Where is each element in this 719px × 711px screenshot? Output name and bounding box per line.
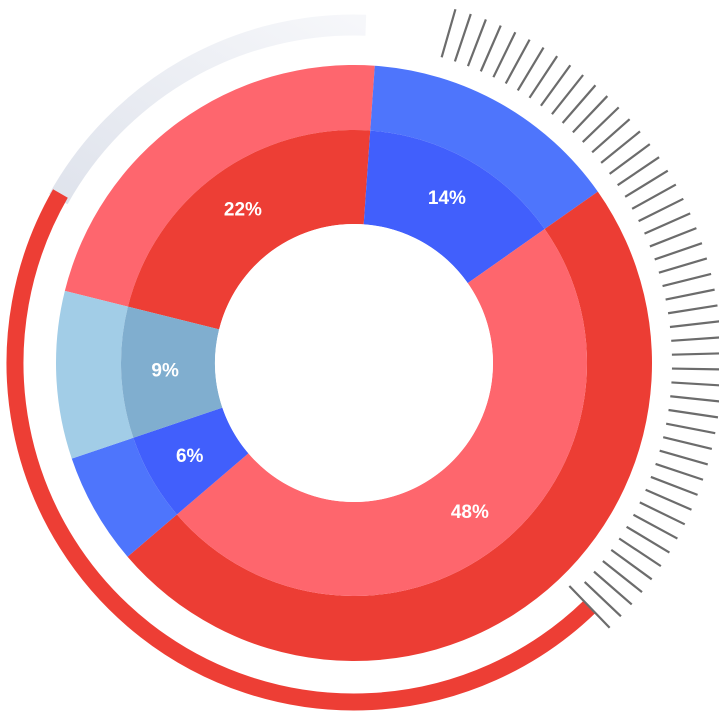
inner-ring: [121, 130, 588, 597]
tick-mark: [671, 381, 719, 387]
tick-mark: [602, 560, 643, 593]
track-arc: [49, 14, 367, 205]
tick-mark: [645, 488, 692, 511]
tick-mark: [453, 13, 472, 62]
tick-mark: [593, 570, 633, 606]
tick-mark: [572, 95, 609, 134]
donut-hole: [215, 224, 493, 502]
tick-mark: [600, 130, 641, 164]
slice-label-2: 48%: [451, 502, 489, 523]
tick-mark: [638, 197, 684, 223]
tick-mark: [608, 143, 651, 175]
inner-slice-4: [121, 306, 223, 438]
inner-slice-0: [127, 130, 371, 330]
tick-mark: [668, 408, 719, 419]
tick-mark: [665, 422, 716, 435]
tick-mark: [662, 436, 713, 450]
tick-mark: [568, 585, 611, 629]
tick-mark: [440, 8, 457, 58]
slice-label-3: 6%: [176, 446, 204, 467]
inner-slice-3: [133, 407, 249, 515]
tick-mark: [583, 581, 622, 618]
tick-mark: [624, 169, 669, 198]
tick-mark: [662, 272, 712, 288]
tick-mark: [655, 462, 704, 481]
outer-slice-4: [55, 290, 134, 459]
tick-mark: [649, 227, 697, 248]
tick-mark: [644, 212, 691, 235]
outer-ring: [55, 65, 653, 662]
tick-mark: [466, 19, 487, 67]
outer-slice-0: [64, 65, 375, 307]
outer-slice-1: [370, 65, 598, 230]
tick-mark: [631, 183, 677, 210]
tick-mark: [561, 84, 597, 124]
slice-label-0: 22%: [224, 200, 262, 221]
tick-mark: [670, 395, 719, 403]
tick-mark: [667, 304, 718, 315]
slice-label-4: 9%: [151, 360, 179, 381]
accent-arc: [6, 189, 596, 711]
tick-mark: [671, 336, 719, 342]
tick-mark: [671, 352, 719, 356]
tick-mark: [665, 288, 715, 301]
tick-mark: [618, 537, 662, 568]
tick-mark: [479, 25, 502, 72]
inner-slice-2: [176, 229, 588, 597]
slice-labels: 22% 14% 48% 6% 9%: [151, 188, 489, 523]
inner-slice-1: [363, 130, 545, 284]
tick-mark: [654, 242, 703, 261]
tick-marks: [440, 8, 719, 629]
tick-mark: [626, 525, 671, 554]
tick-mark: [639, 501, 686, 526]
tick-mark: [492, 31, 517, 78]
tick-mark: [658, 257, 708, 274]
tick-mark: [591, 118, 631, 154]
tick-mark: [504, 39, 531, 85]
tick-mark: [671, 367, 719, 371]
tick-mark: [551, 74, 584, 115]
tick-mark: [540, 64, 572, 107]
tick-mark: [528, 55, 559, 99]
tick-mark: [581, 106, 620, 143]
tick-mark: [610, 549, 653, 581]
slice-label-1: 14%: [428, 188, 466, 209]
outer-slice-3: [71, 437, 177, 557]
tick-mark: [516, 46, 545, 91]
tick-mark: [617, 156, 660, 187]
tick-mark: [659, 449, 709, 466]
outer-slice-2: [127, 191, 653, 662]
tick-mark: [632, 513, 678, 540]
decorative-rings: [6, 8, 719, 711]
tick-mark: [669, 320, 719, 329]
tick-mark: [650, 475, 698, 496]
